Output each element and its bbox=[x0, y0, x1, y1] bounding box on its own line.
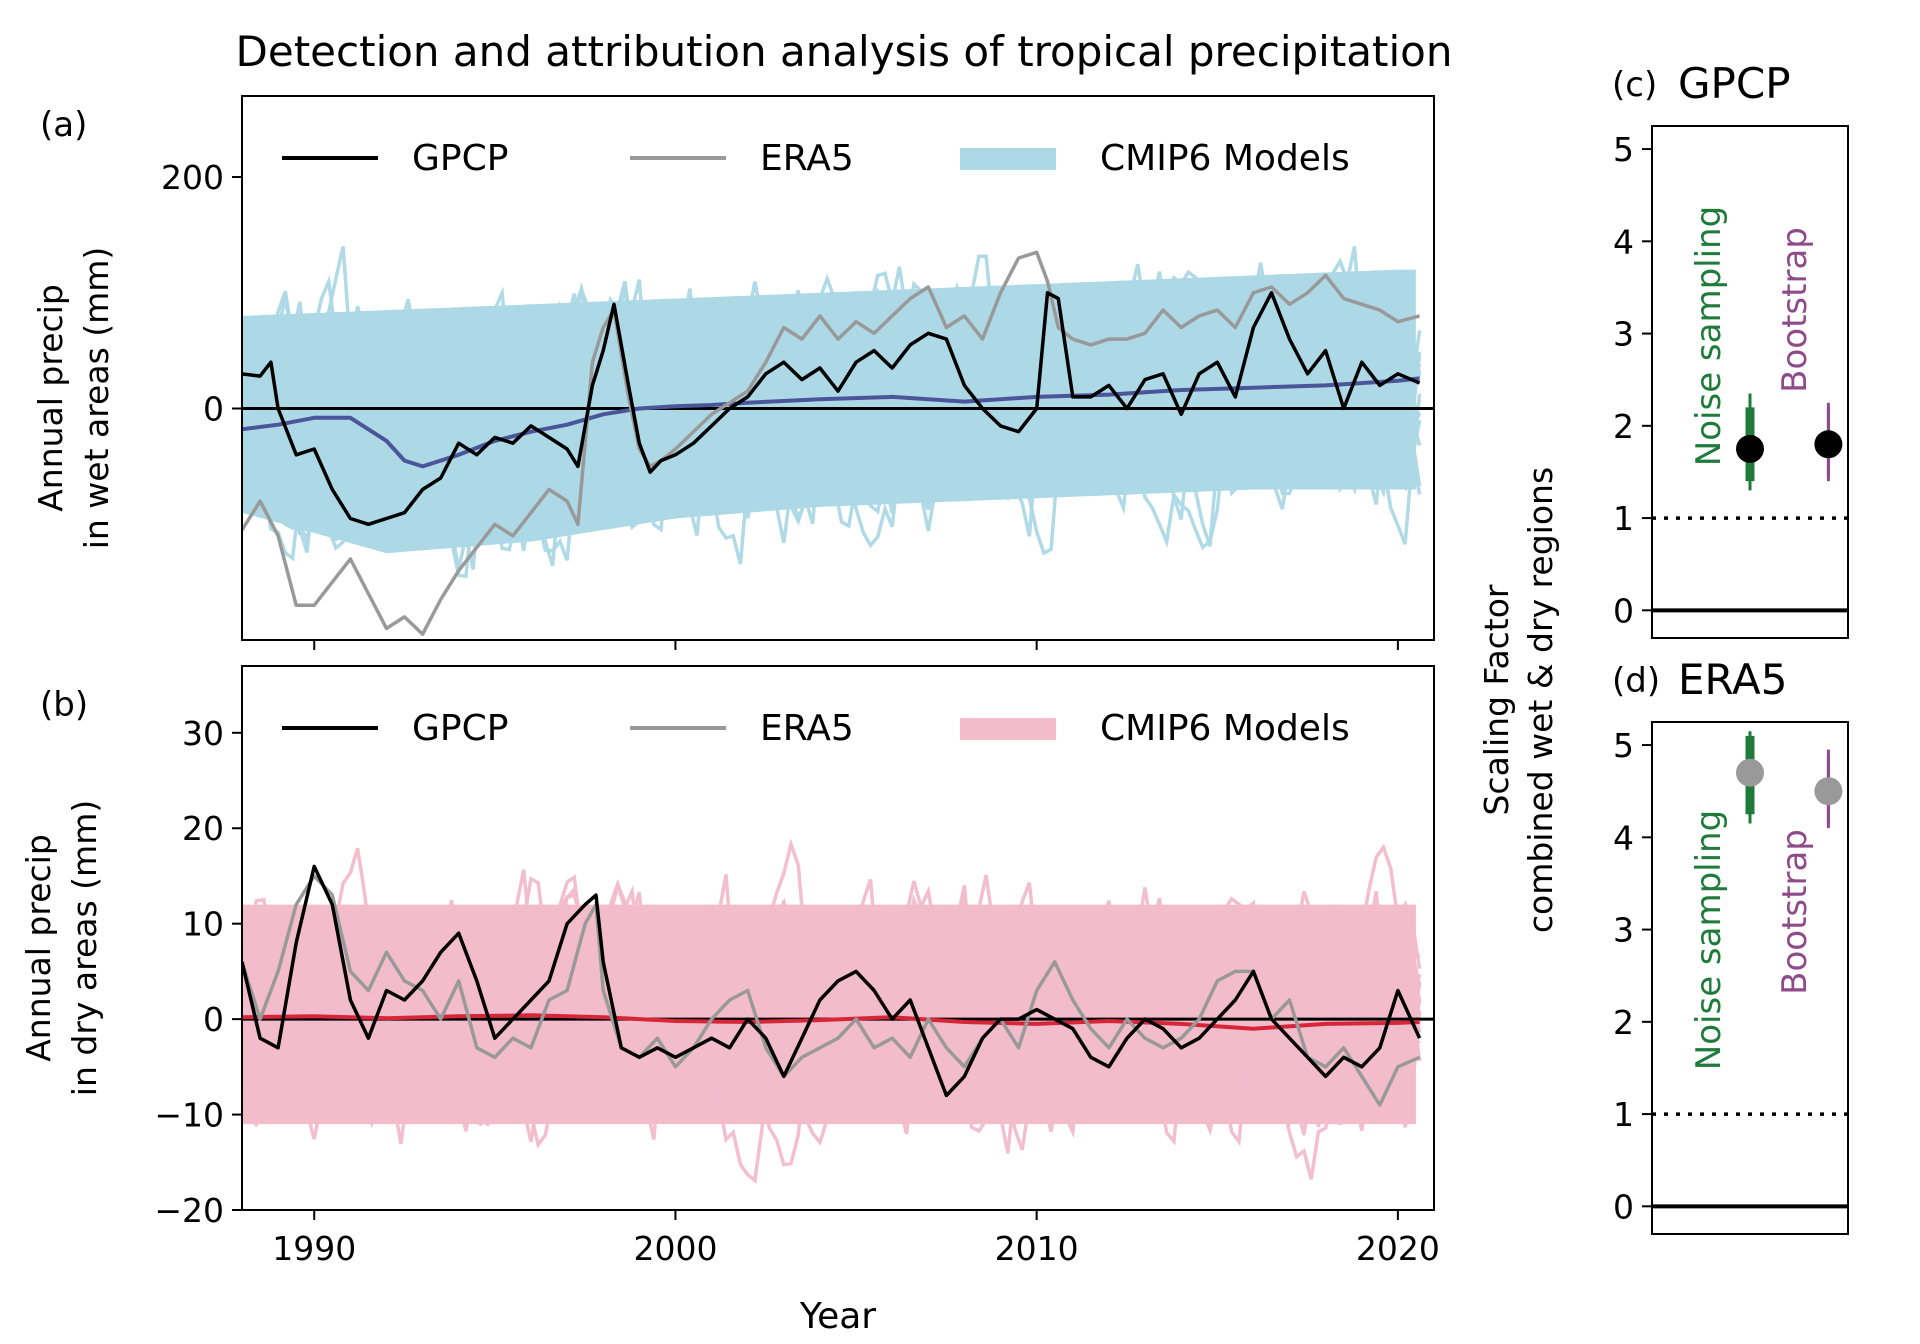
panel-c-frame bbox=[1651, 125, 1849, 639]
y-tick-label: 0 bbox=[203, 1000, 224, 1039]
panel-b-frame bbox=[241, 665, 1435, 1211]
legend-a-cmip6-label: CMIP6 Models bbox=[1100, 138, 1350, 179]
x-tick-label: 2020 bbox=[1356, 1229, 1440, 1268]
noise-sampling-point bbox=[1736, 758, 1764, 787]
panel-d-plot-area bbox=[1652, 731, 1848, 1209]
panel-a-ylabel-line2: in wet areas (mm) bbox=[77, 247, 116, 550]
cmip6-member-line bbox=[242, 246, 1422, 542]
legend-a-era5-label: ERA5 bbox=[760, 138, 854, 179]
panel-a-axes: 0 200 bbox=[161, 158, 1399, 650]
era5-line bbox=[242, 250, 1421, 636]
panel-b: (b) Annual precip in dry areas (mm) −20−… bbox=[19, 665, 1440, 1337]
legend-b-era5-label: ERA5 bbox=[760, 708, 854, 749]
legend-b-gpcp-label: GPCP bbox=[412, 708, 508, 749]
y-tick-label: 3 bbox=[1613, 315, 1634, 354]
scaling-factor-ylabel-line1: Scaling Factor bbox=[1477, 584, 1516, 815]
panel-a: (a) Annual precip in wet areas (mm) 0 200… bbox=[31, 95, 1435, 650]
y-tick-label: 0 bbox=[1613, 591, 1634, 630]
panel-b-label: (b) bbox=[40, 685, 88, 725]
cmip6-member-line bbox=[242, 896, 1422, 1180]
panel-c-label: (c) bbox=[1612, 65, 1657, 105]
panel-b-axes: −20 −10 0 10 20 30 1990 2000 2010 2020 bbox=[154, 714, 1440, 1268]
y-tick-label: 0 bbox=[203, 390, 224, 429]
legend-b-cmip6-swatch bbox=[960, 718, 1056, 740]
cmip6-member-line bbox=[242, 281, 1422, 567]
cmip6-member-line bbox=[242, 843, 1421, 1140]
y-tick-label: 1 bbox=[1613, 1095, 1634, 1134]
y-tick-label: −10 bbox=[154, 1096, 224, 1135]
panel-c-bootstrap-label: Bootstrap bbox=[1775, 227, 1815, 393]
panel-d-axes: 0 1 2 3 4 5 bbox=[1613, 726, 1652, 1226]
y-tick-label: 30 bbox=[182, 714, 224, 753]
panel-c: (c) GPCP 0 1 2 3 4 5 Noise sampling Bootstrap bbox=[1612, 59, 1849, 639]
bootstrap-point bbox=[1814, 430, 1843, 459]
x-axis-label: Year bbox=[799, 1296, 876, 1337]
panel-d-bootstrap-label: Bootstrap bbox=[1775, 829, 1815, 995]
legend-a-gpcp-label: GPCP bbox=[412, 138, 508, 179]
panel-b-plot-area bbox=[242, 838, 1434, 1184]
y-tick-label: 10 bbox=[182, 905, 224, 944]
panel-d-frame bbox=[1651, 721, 1849, 1235]
noise-sampling-point bbox=[1736, 434, 1764, 463]
panel-d-title: ERA5 bbox=[1678, 655, 1787, 704]
panel-d-label: (d) bbox=[1612, 661, 1660, 701]
y-tick-label: 5 bbox=[1613, 130, 1634, 169]
panel-a-legend: GPCP ERA5 CMIP6 Models bbox=[282, 138, 1350, 179]
y-tick-label: 5 bbox=[1613, 726, 1634, 765]
y-tick-label: 3 bbox=[1613, 911, 1634, 950]
y-tick-label: 4 bbox=[1613, 818, 1634, 857]
x-tick-label: 2000 bbox=[633, 1229, 717, 1268]
y-tick-label: 1 bbox=[1613, 499, 1634, 538]
panel-d-noise-label: Noise sampling bbox=[1689, 810, 1729, 1070]
y-tick-label: −20 bbox=[154, 1191, 224, 1230]
panel-a-label: (a) bbox=[40, 105, 87, 145]
panel-a-frame bbox=[241, 95, 1435, 641]
panel-c-title: GPCP bbox=[1678, 59, 1791, 108]
y-tick-label: 2 bbox=[1613, 407, 1634, 446]
gpcp-line bbox=[242, 291, 1421, 527]
panel-a-ylabel-line1: Annual precip bbox=[31, 284, 70, 512]
gpcp-line bbox=[242, 864, 1422, 1098]
panel-c-axes: 0 1 2 3 4 5 bbox=[1613, 130, 1652, 630]
panel-a-plot-area bbox=[242, 246, 1434, 636]
panel-b-legend: GPCP ERA5 CMIP6 Models bbox=[282, 708, 1350, 749]
y-tick-label: 20 bbox=[182, 809, 224, 848]
scaling-factor-ylabel-line2: combined wet & dry regions bbox=[1521, 467, 1560, 933]
panel-d: (d) ERA5 0 1 2 3 4 5 Noise sampling Bootstrap bbox=[1612, 655, 1849, 1235]
legend-a-cmip6-swatch bbox=[960, 148, 1056, 170]
panel-b-ylabel-line2: in dry areas (mm) bbox=[65, 800, 104, 1096]
panel-c-noise-label: Noise sampling bbox=[1689, 206, 1729, 466]
panel-b-ylabel-line1: Annual precip bbox=[19, 834, 58, 1062]
x-tick-label: 1990 bbox=[272, 1229, 356, 1268]
y-tick-label: 2 bbox=[1613, 1003, 1634, 1042]
x-tick-label: 2010 bbox=[995, 1229, 1079, 1268]
bootstrap-point bbox=[1814, 777, 1843, 806]
y-tick-label: 0 bbox=[1613, 1187, 1634, 1226]
figure-title: Detection and attribution analysis of tr… bbox=[236, 27, 1453, 76]
era5-line bbox=[242, 874, 1421, 1107]
legend-b-cmip6-label: CMIP6 Models bbox=[1100, 708, 1350, 749]
panel-c-plot-area bbox=[1652, 393, 1848, 613]
y-tick-label: 4 bbox=[1613, 222, 1634, 261]
y-tick-label: 200 bbox=[161, 158, 224, 197]
